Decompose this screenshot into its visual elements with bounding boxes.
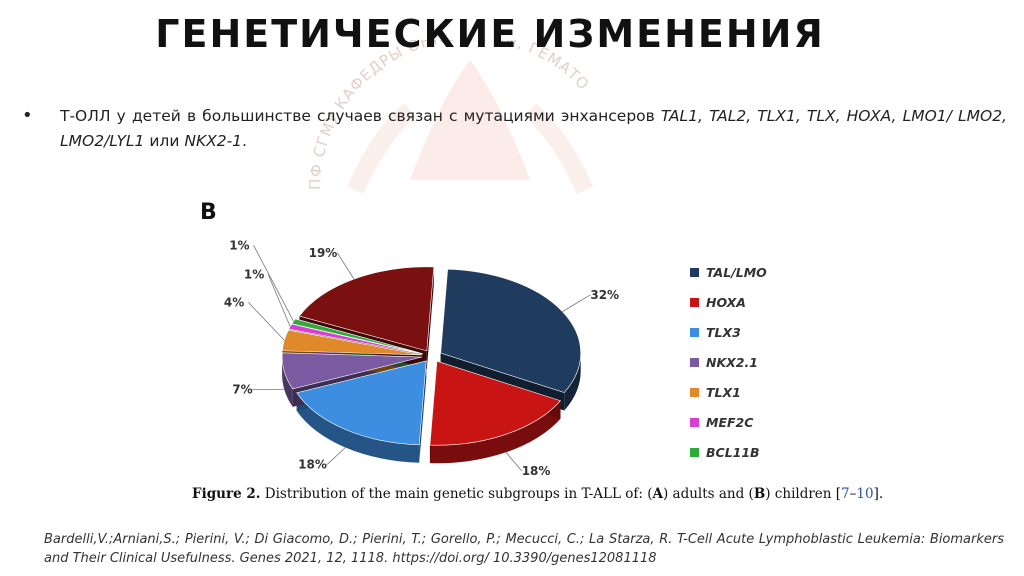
- chart-legend: TAL/LMO HOXA TLX3 NKX2.1 TLX1 MEF2C BCL11B: [690, 265, 767, 460]
- pie-slice-face-7-1: [426, 266, 434, 369]
- leader-line-5: [267, 274, 291, 327]
- bullet-lead: Т-ОЛЛ у детей в большинстве случаев связ…: [60, 107, 661, 125]
- legend-label-6: BCL11B: [706, 445, 760, 460]
- bullet-genes: TAL1, TAL2, TLX1, TLX, HOXA, LMO1/ LMO2,…: [60, 107, 1007, 150]
- panel-letter: B: [200, 200, 217, 225]
- watermark-right-stroke: [524, 103, 594, 194]
- bullet-dot-icon: •: [22, 105, 33, 126]
- leader-line-6: [253, 245, 294, 322]
- pie-slice-unnamed: [298, 266, 435, 352]
- caption-dash: –: [849, 486, 857, 502]
- bullet-text: Т-ОЛЛ у детей в большинстве случаев связ…: [60, 104, 1007, 154]
- legend-swatch-3: [690, 358, 699, 367]
- pie-slice-face-2-0: [419, 360, 427, 463]
- pie-slice-side-3: [282, 357, 293, 407]
- data-label-7: 19%: [309, 246, 338, 260]
- pie-slice-nkx2-1: [281, 352, 423, 390]
- caption-ref-2[interactable]: 10: [856, 486, 874, 502]
- bullet-end: .: [242, 132, 247, 150]
- figure-caption: Figure 2. Distribution of the main genet…: [192, 486, 912, 502]
- legend-label-4: TLX1: [706, 385, 741, 400]
- caption-figure-label: Figure 2.: [192, 486, 261, 502]
- caption-text-3: ) children [: [765, 486, 842, 502]
- data-label-3: 7%: [232, 383, 252, 397]
- pie-slice-tal-lmo: [440, 268, 581, 393]
- pie-slice-tlx3: [296, 360, 427, 446]
- legend-label-1: HOXA: [706, 295, 746, 310]
- watermark: ПФ СГМУ КАФЕДРЫ ОНКОЛОГИИ, ГЕМАТО: [306, 40, 594, 194]
- caption-text-2: ) adults and (: [662, 486, 754, 502]
- data-label-6: 1%: [229, 238, 249, 252]
- leader-line-7: [337, 252, 355, 280]
- data-label-5: 1%: [244, 268, 264, 282]
- legend-swatch-6: [690, 448, 699, 457]
- caption-b: B: [753, 486, 766, 502]
- pie-labels: 32%18%18%7%4%1%1%19%: [224, 238, 619, 478]
- leader-line-0: [562, 294, 591, 312]
- leader-line-2: [326, 447, 346, 466]
- data-label-1: 18%: [522, 464, 551, 478]
- data-label-4: 4%: [224, 295, 244, 309]
- data-label-2: 18%: [298, 458, 327, 472]
- pie-slice-hoxa: [429, 360, 561, 446]
- watermark-left-stroke: [346, 103, 416, 194]
- slide-title: ГЕНЕТИЧЕСКИЕ ИЗМЕНЕНИЯ: [155, 12, 825, 56]
- legend-swatch-0: [690, 268, 699, 277]
- legend-label-2: TLX3: [706, 325, 741, 340]
- pie-tops: [281, 266, 581, 446]
- legend-label-3: NKX2.1: [706, 355, 758, 370]
- caption-a: A: [652, 486, 663, 502]
- data-label-0: 32%: [590, 288, 619, 302]
- bullet-mid: или: [144, 132, 185, 150]
- pie-slice-side-1: [429, 400, 561, 464]
- legend-label-5: MEF2C: [706, 415, 754, 430]
- caption-text-1: Distribution of the main genetic subgrou…: [260, 486, 653, 502]
- legend-swatch-2: [690, 328, 699, 337]
- bullet-item: • Т-ОЛЛ у детей в большинстве случаев св…: [22, 104, 1007, 154]
- bullet-last-gene: NKX2-1: [184, 132, 243, 150]
- caption-ref-1[interactable]: 7: [841, 486, 850, 502]
- caption-text-4: ].: [873, 486, 884, 502]
- legend-swatch-4: [690, 388, 699, 397]
- leader-line-1: [505, 452, 523, 472]
- legend-swatch-5: [690, 418, 699, 427]
- pie-slice-side-2: [296, 392, 420, 463]
- leader-line-4: [248, 301, 285, 341]
- pie-slice-bcl11b: [291, 318, 423, 354]
- citation: Bardelli,V.;Arniani,S.; Pierini, V.; Di …: [44, 532, 1004, 566]
- watermark-drop-shape: [410, 60, 530, 180]
- legend-label-0: TAL/LMO: [706, 265, 767, 280]
- legend-swatch-1: [690, 298, 699, 307]
